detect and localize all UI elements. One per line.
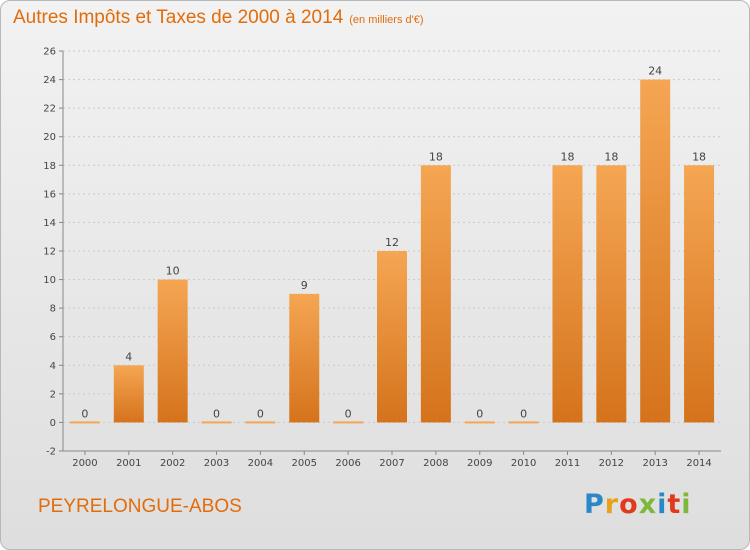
x-tick-label: 2002	[160, 458, 185, 469]
logo-letter: P	[584, 489, 605, 520]
data-label: 0	[345, 407, 352, 420]
x-tick-label: 2011	[555, 458, 580, 469]
bar	[113, 365, 144, 423]
logo-letter: t	[667, 489, 682, 520]
bar	[684, 165, 715, 423]
logo-letter: i	[681, 489, 692, 520]
bar	[333, 421, 364, 424]
data-label: 18	[429, 150, 443, 163]
y-tick-label: 6	[50, 332, 56, 343]
bar	[596, 165, 627, 423]
y-tick-label: 20	[43, 132, 56, 143]
data-label: 24	[648, 65, 662, 78]
data-label: 0	[213, 407, 220, 420]
commune-name: PEYRELONGUE-ABOS	[38, 496, 242, 517]
bar	[552, 165, 583, 423]
x-tick-label: 2013	[642, 458, 667, 469]
bar	[289, 293, 320, 423]
bar	[245, 421, 276, 424]
bar	[640, 79, 671, 423]
y-tick-label: 8	[50, 304, 56, 315]
y-tick-label: 4	[50, 361, 56, 372]
data-label: 4	[125, 350, 132, 363]
bar	[201, 421, 232, 424]
bar	[69, 421, 100, 424]
y-tick-label: 16	[43, 189, 56, 200]
x-tick-label: 2006	[335, 458, 360, 469]
y-tick-label: 2	[50, 389, 56, 400]
bar	[377, 251, 407, 423]
data-label: 18	[560, 150, 574, 163]
data-label: 10	[166, 265, 180, 278]
x-tick-label: 2009	[467, 458, 492, 469]
data-label: 18	[692, 150, 706, 163]
y-tick-label: 24	[43, 75, 56, 86]
y-tick-label: 22	[43, 104, 56, 115]
y-tick-label: 0	[50, 418, 56, 429]
x-tick-label: 2003	[204, 458, 229, 469]
bar	[508, 421, 539, 424]
x-tick-label: 2014	[686, 458, 711, 469]
x-tick-label: 2005	[292, 458, 317, 469]
x-tick-label: 2004	[248, 458, 273, 469]
x-tick-label: 2007	[379, 458, 404, 469]
data-label: 0	[257, 407, 264, 420]
data-label: 0	[81, 407, 88, 420]
x-tick-label: 2000	[72, 458, 97, 469]
y-tick-label: 10	[43, 275, 56, 286]
proxiti-logo: Proxiti	[584, 489, 692, 520]
x-tick-label: 2010	[511, 458, 536, 469]
bar	[464, 421, 495, 424]
logo-letter: i	[657, 489, 668, 520]
chart-subtitle: (en milliers d'€)	[349, 14, 424, 26]
y-tick-label: 26	[43, 47, 56, 58]
y-tick-label: 14	[43, 218, 56, 229]
data-label: 0	[520, 407, 527, 420]
y-tick-label: -2	[46, 447, 56, 458]
data-label: 18	[604, 150, 618, 163]
y-tick-label: 12	[43, 247, 56, 258]
data-label: 9	[301, 279, 308, 292]
data-label: 12	[385, 236, 399, 249]
bar	[157, 279, 188, 423]
logo-letter: x	[638, 489, 658, 520]
chart-title-text: Autres Impôts et Taxes de 2000 à 2014	[13, 7, 344, 28]
chart-title: Autres Impôts et Taxes de 2000 à 2014 (en…	[13, 7, 424, 29]
x-tick-label: 2008	[423, 458, 448, 469]
data-label: 0	[476, 407, 483, 420]
x-tick-label: 2001	[116, 458, 141, 469]
logo-letter: o	[619, 489, 639, 520]
x-tick-label: 2012	[599, 458, 624, 469]
logo-letter: r	[604, 489, 620, 520]
y-tick-label: 18	[43, 161, 56, 172]
bar	[420, 165, 451, 423]
